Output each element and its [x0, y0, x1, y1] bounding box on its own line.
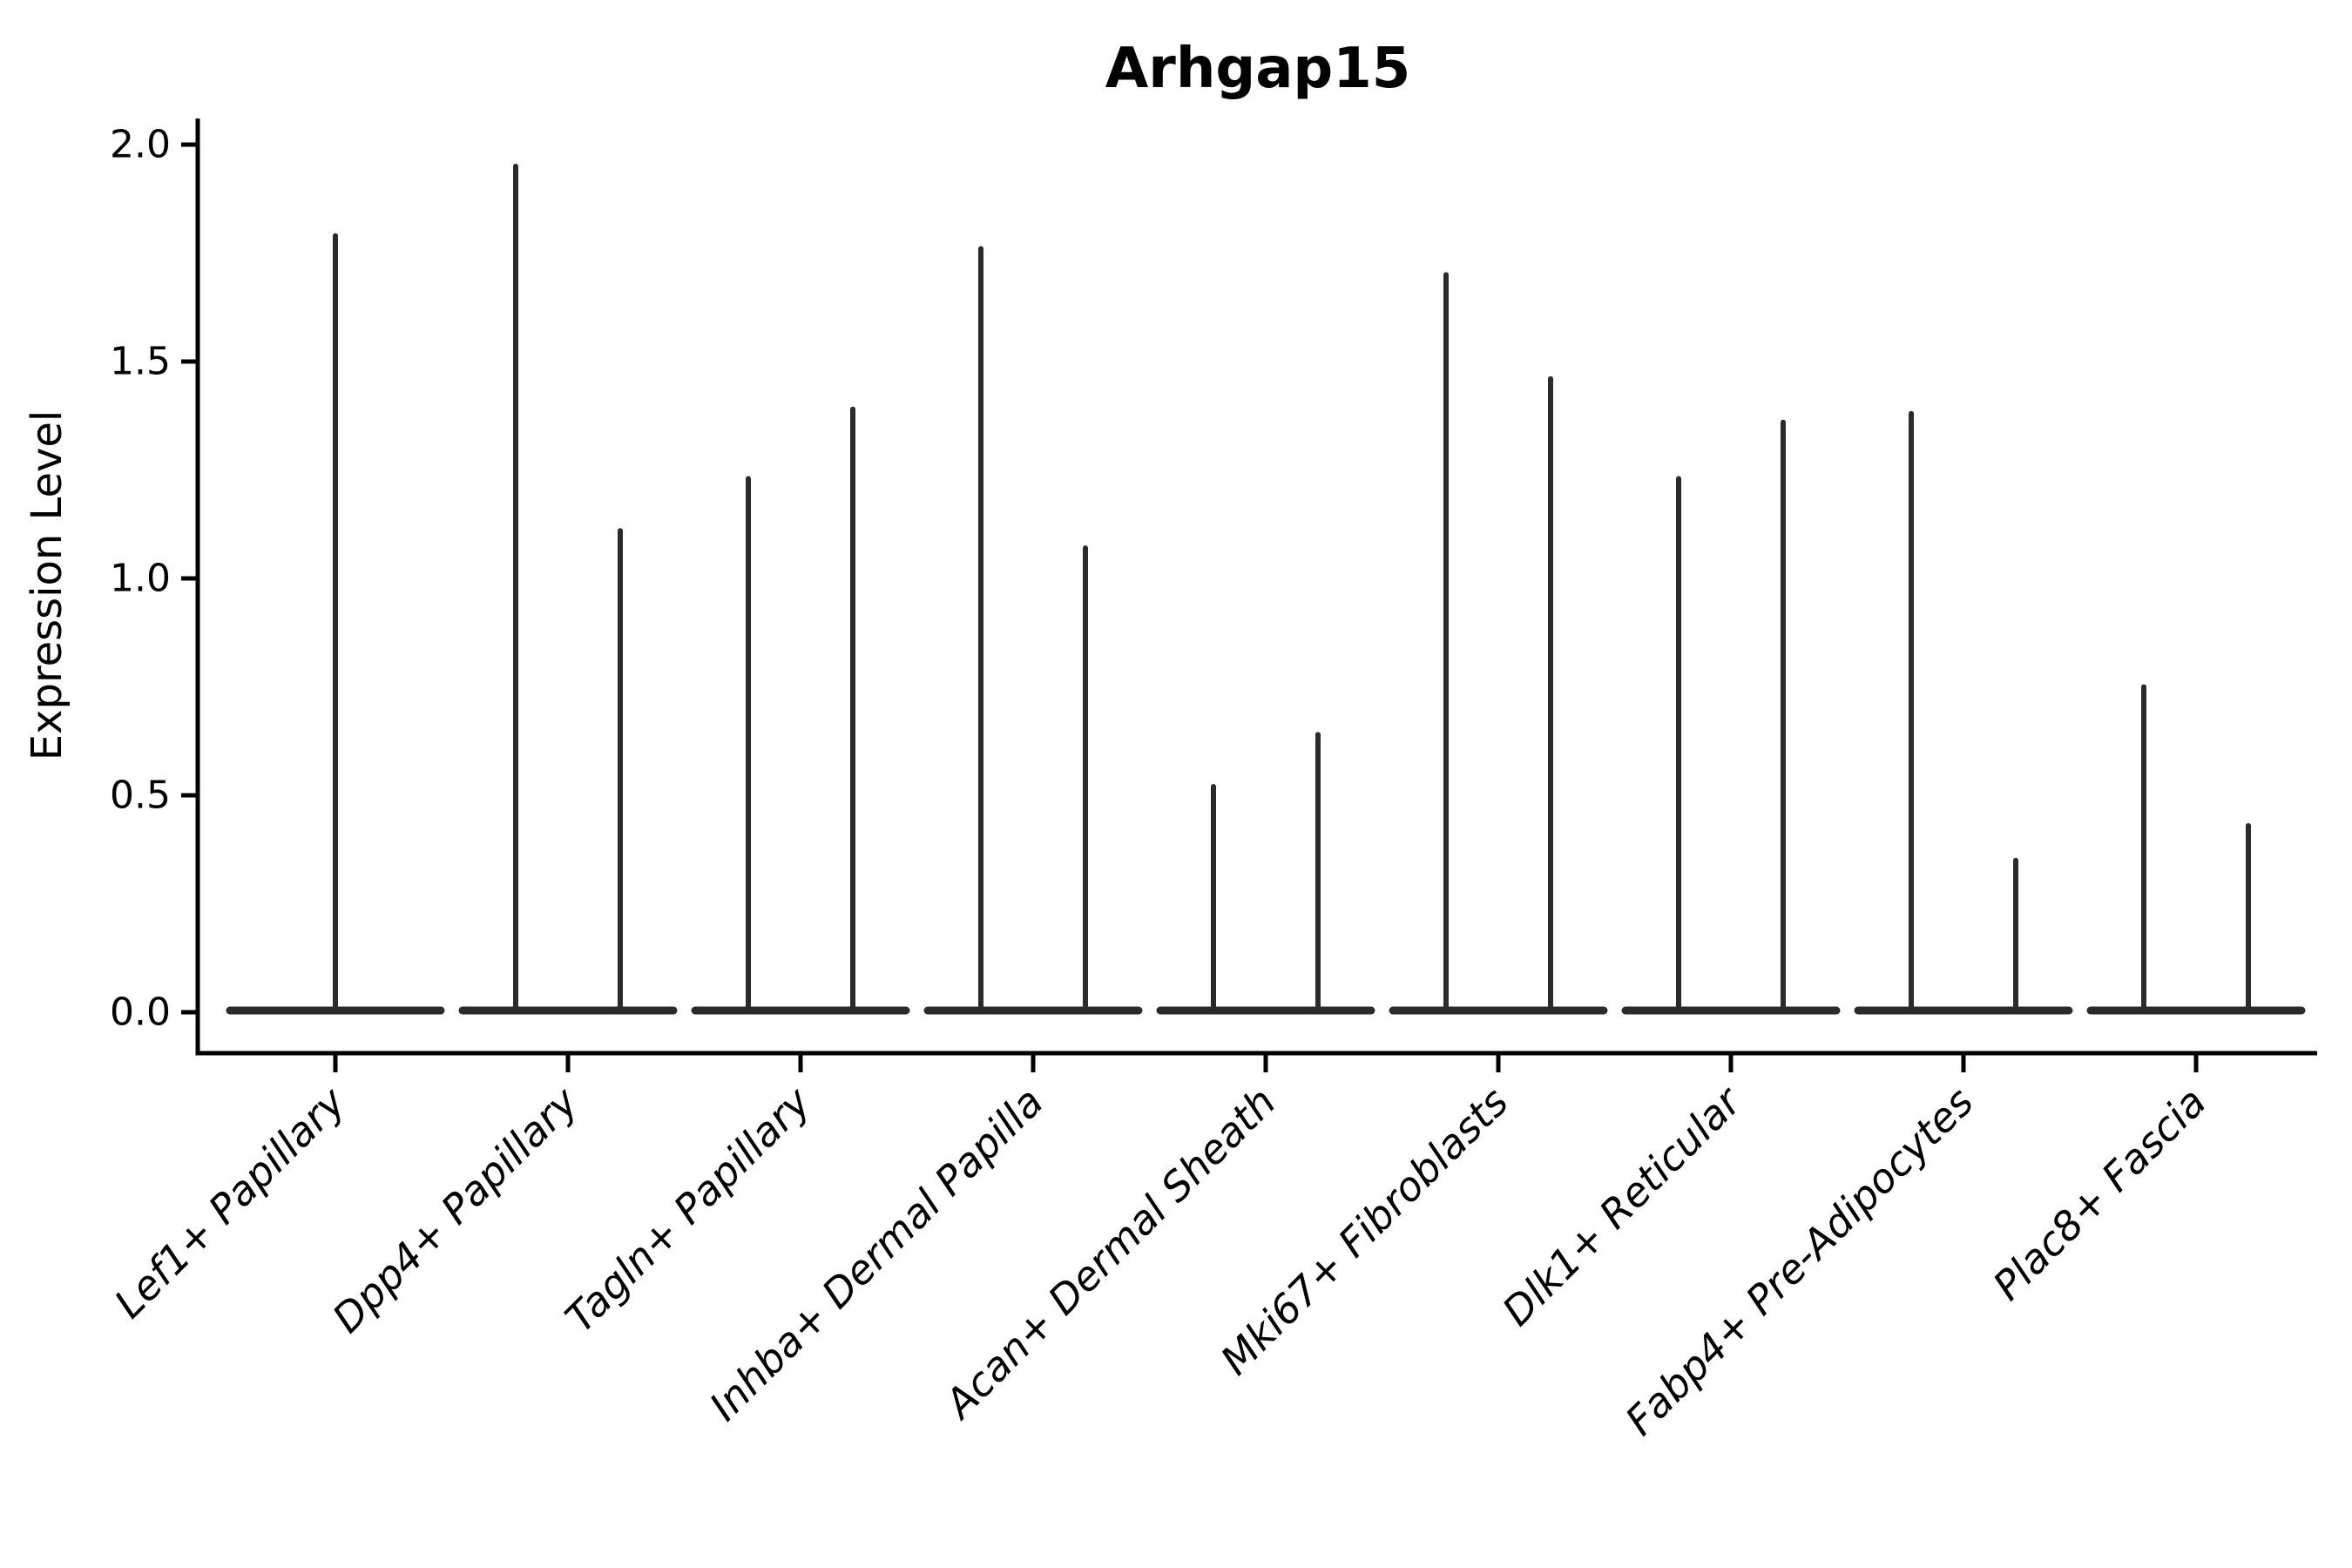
x-tick-label: Dlk1+ Reticular	[1493, 1076, 1752, 1335]
violin-group	[1389, 272, 1608, 1015]
x-tick-label: Dpp4+ Papillary	[323, 1078, 587, 1342]
violin-group	[1621, 419, 1841, 1015]
x-tick-label: Plac8+ Fascia	[1984, 1078, 2214, 1309]
y-tick-label: 0.5	[110, 774, 171, 818]
violin-group	[923, 246, 1143, 1015]
y-ticks: 0.0 0.5 1.0 1.5 2.0	[110, 123, 198, 1035]
y-tick-label: 0.0	[110, 990, 171, 1035]
violin-group	[2086, 684, 2306, 1015]
violins	[226, 163, 2306, 1015]
violin-group	[691, 406, 910, 1015]
violin-group	[226, 233, 445, 1015]
y-tick-label: 2.0	[110, 123, 171, 167]
plot-title: Arhgap15	[1105, 37, 1411, 101]
x-tick-label: Lef1+ Papillary	[105, 1078, 355, 1327]
y-tick-label: 1.0	[110, 557, 171, 601]
violin-group	[1156, 732, 1375, 1015]
violin-group	[1854, 410, 2073, 1015]
violin-group	[458, 163, 678, 1015]
y-axis-label: Expression Level	[23, 410, 71, 761]
y-tick-label: 1.5	[110, 340, 171, 384]
x-tick-label: Tagln+ Papillary	[556, 1078, 820, 1342]
